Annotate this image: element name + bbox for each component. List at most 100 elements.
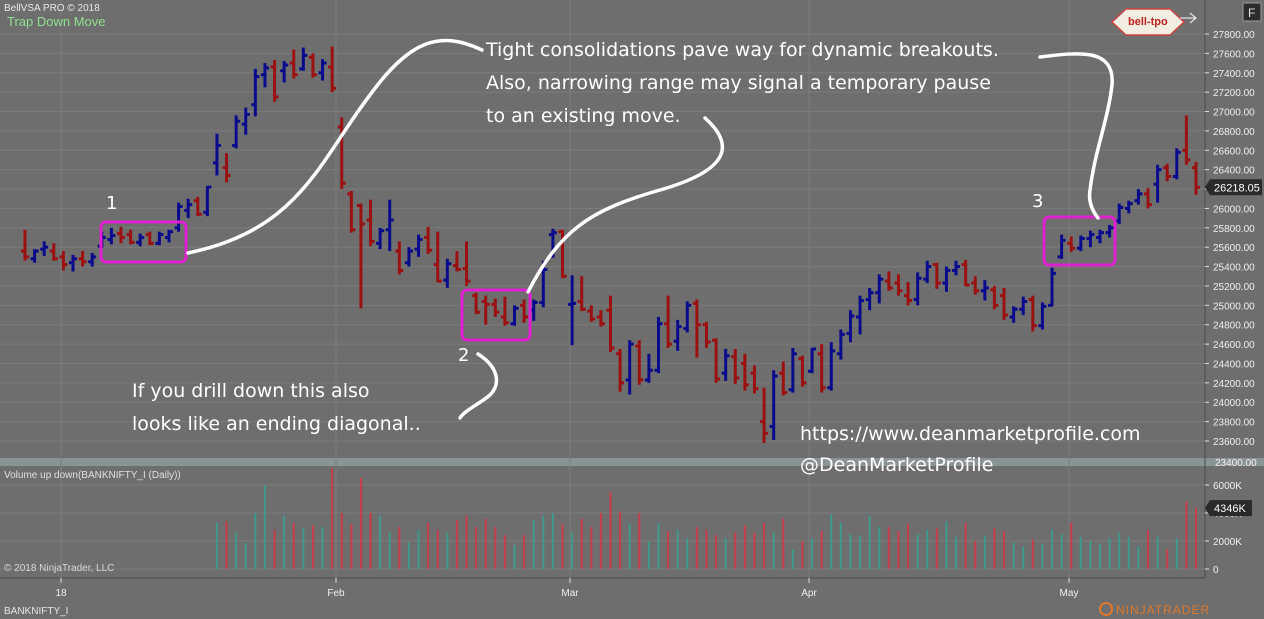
ohlc-bar (337, 117, 346, 190)
ohlc-bar (1153, 164, 1162, 203)
price-tick-label: 23600.00 (1213, 437, 1255, 448)
ohlc-bar (1057, 234, 1066, 259)
ohlc-bar (270, 60, 279, 102)
note-consolidation-line1: Tight consolidations pave way for dynami… (485, 39, 999, 61)
ohlc-bar (30, 249, 39, 263)
ohlc-bar (702, 321, 711, 348)
ohlc-bar (318, 59, 327, 81)
ohlc-bar (654, 316, 663, 374)
ohlc-bar (107, 227, 116, 245)
ohlc-bar (894, 274, 903, 296)
consolidation-label-2: 2 (458, 345, 469, 366)
ohlc-bar (788, 347, 797, 393)
price-tick-label: 23800.00 (1213, 418, 1255, 429)
price-axis-background (1205, 0, 1264, 458)
ohlc-bar (347, 190, 356, 233)
price-tick-label: 25600.00 (1213, 243, 1255, 254)
price-tick-label: 27200.00 (1213, 88, 1255, 99)
consolidation-box-1 (99, 220, 188, 264)
ohlc-bar (1172, 148, 1181, 180)
ohlc-bar (68, 254, 77, 272)
price-tick-label: 25200.00 (1213, 282, 1255, 293)
ohlc-bar (491, 298, 500, 317)
ohlc-bar (1038, 302, 1047, 330)
ohlc-bar (251, 68, 260, 117)
copyright: © 2018 NinjaTrader, LLC (4, 563, 114, 574)
ohlc-bar (433, 231, 442, 283)
ohlc-bar (155, 231, 164, 246)
website-url: https://www.deanmarketprofile.com (800, 423, 1141, 445)
price-tick-label: 26400.00 (1213, 166, 1255, 177)
ohlc-bar (404, 247, 413, 267)
ohlc-bar (587, 305, 596, 322)
ohlc-bar (164, 229, 173, 243)
note-diagonal-line1: If you drill down this also (132, 380, 370, 402)
ohlc-bar (596, 310, 605, 327)
price-tick-label: 26000.00 (1213, 204, 1255, 215)
ohlc-bar (817, 344, 826, 393)
time-tick-label: May (1060, 588, 1079, 599)
time-tick-label: Feb (327, 588, 345, 599)
price-tick-label: 24400.00 (1213, 359, 1255, 370)
ohlc-bar (203, 185, 212, 217)
bell-tpo-logo: bell-tpo (1110, 8, 1197, 36)
app-title: BellVSA PRO © 2018 (4, 3, 100, 14)
consolidation-box-3 (1042, 215, 1117, 267)
ohlc-bar (616, 348, 625, 392)
ohlc-bar (1086, 230, 1095, 248)
note-diagonal-line2: looks like an ending diagonal.. (132, 413, 421, 435)
price-tick-label: 24600.00 (1213, 340, 1255, 351)
f-button-label: F (1248, 6, 1255, 20)
price-panel-background (0, 0, 1205, 458)
ohlc-bar (1067, 236, 1076, 253)
ohlc-bar (212, 133, 221, 176)
ohlc-bar (1182, 115, 1191, 165)
ohlc-bar (40, 241, 49, 256)
ohlc-bar (184, 198, 193, 219)
price-tick-label: 25400.00 (1213, 263, 1255, 274)
ohlc-bar (683, 301, 692, 333)
ohlc-bar (971, 276, 980, 295)
time-axis-ticks: 18 Feb Mar Apr May (55, 578, 1078, 599)
last-volume-marker: 4346K (1205, 500, 1252, 517)
f-button[interactable]: F (1242, 2, 1262, 22)
volume-panel-background (0, 466, 1205, 578)
ohlc-bar (1019, 296, 1028, 316)
ohlc-bar (884, 271, 893, 291)
volume-axis-background (1205, 466, 1264, 578)
brand-text: NINJATRADER (1116, 603, 1210, 617)
ohlc-bar (280, 61, 289, 83)
price-tick-label: 24000.00 (1213, 398, 1255, 409)
volume-panel-title: Volume up down(BANKNIFTY_I (Daily)) (4, 470, 181, 481)
price-tick-label: 27000.00 (1213, 108, 1255, 119)
ohlc-bar (644, 353, 653, 383)
connector-curve-1 (186, 38, 484, 255)
ohlc-bar (846, 310, 855, 343)
ohlc-bar (721, 348, 730, 381)
ohlc-bar (980, 280, 989, 301)
ohlc-bar (452, 251, 461, 272)
ohlc-bar (1048, 267, 1057, 307)
ohlc-bar (625, 340, 634, 395)
ohlc-bar (673, 319, 682, 351)
ohlc-bar (942, 266, 951, 292)
ohlc-bar (798, 355, 807, 387)
ohlc-bar (952, 260, 961, 276)
ohlc-bar (289, 49, 298, 79)
ohlc-bar (356, 203, 365, 309)
price-tick-label: 27800.00 (1213, 30, 1255, 41)
panel-separator[interactable] (0, 458, 1264, 466)
consolidation-label-1: 1 (106, 193, 117, 214)
ohlc-bar (1076, 235, 1085, 252)
volume-tick-label: 0 (1213, 565, 1219, 576)
ohlc-bar (1000, 287, 1009, 320)
consolidation-label-3: 3 (1032, 191, 1043, 212)
indicator-name: Trap Down Move (7, 14, 106, 29)
volume-bars (215, 468, 1197, 569)
ohlc-bar (1163, 163, 1172, 182)
price-tick-label: 26800.00 (1213, 127, 1255, 138)
ohlc-bar (1009, 306, 1018, 323)
note-consolidation-line2: Also, narrowing range may signal a tempo… (486, 72, 991, 94)
ohlc-bar (385, 199, 394, 252)
ohlc-bar (760, 387, 769, 443)
